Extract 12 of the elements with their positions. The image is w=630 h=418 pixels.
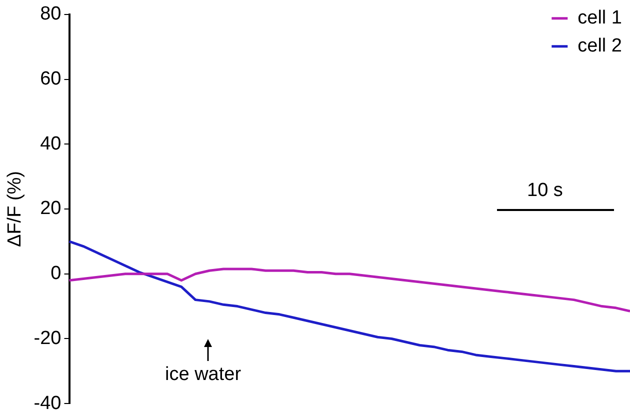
legend-label: cell 2 (578, 36, 622, 57)
y-axis-title: ΔF/F (%) (4, 170, 26, 248)
legend-label: cell 1 (578, 8, 622, 29)
annotation: ice water (165, 364, 242, 386)
y-tick-label: 0 (50, 263, 62, 284)
y-tick-label: -20 (34, 328, 62, 349)
y-tick-label: 40 (40, 133, 62, 154)
y-tick-label: 80 (40, 4, 62, 25)
y-tick-label: -40 (34, 392, 62, 414)
y-tick-label: 60 (40, 68, 62, 90)
annotation: 10 s (527, 180, 563, 202)
y-tick-label: 20 (40, 198, 62, 220)
